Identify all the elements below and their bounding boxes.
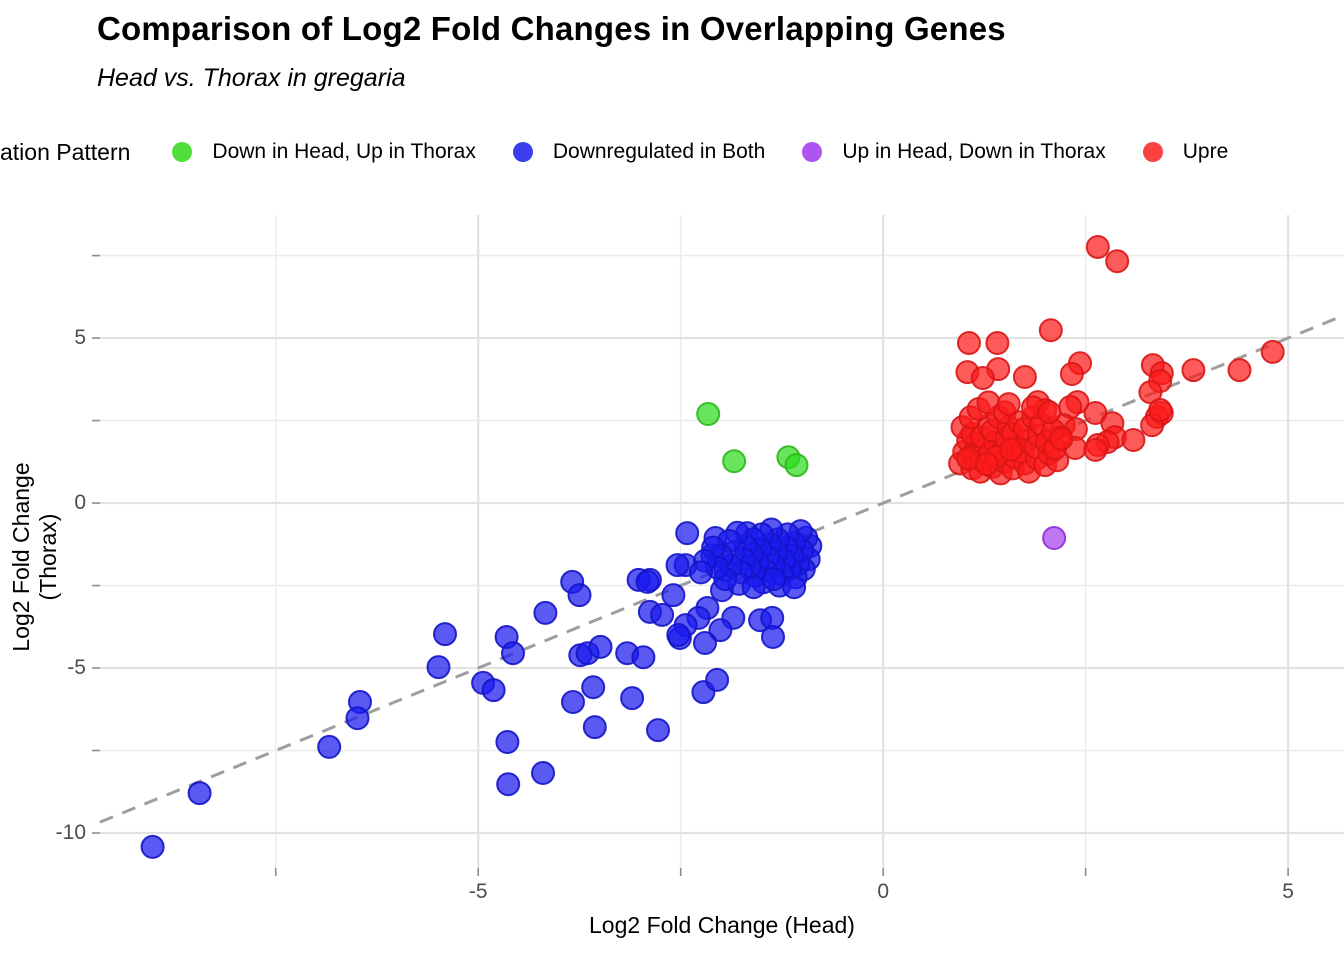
data-point bbox=[665, 553, 690, 578]
data-point bbox=[582, 715, 607, 740]
legend-dot-icon bbox=[1142, 142, 1163, 162]
data-point bbox=[1148, 398, 1173, 422]
legend-item-label: Up in Head, Down in Thorax bbox=[842, 140, 1106, 163]
data-point bbox=[1049, 426, 1074, 451]
legend: ation Pattern Down in Head, Up in Thorax… bbox=[0, 130, 1344, 174]
data-point bbox=[426, 655, 451, 680]
data-point bbox=[635, 569, 660, 594]
y-tick-label: 0 bbox=[74, 491, 86, 515]
legend-title: ation Pattern bbox=[0, 138, 131, 165]
legend-item-label: Downregulated in Both bbox=[552, 140, 766, 163]
legend-dot-icon bbox=[512, 142, 533, 162]
data-point bbox=[761, 625, 785, 649]
data-point bbox=[1042, 526, 1067, 550]
x-axis-title: Log2 Fold Change (Head) bbox=[589, 912, 855, 938]
y-tick-label: 5 bbox=[74, 326, 86, 350]
data-point bbox=[705, 667, 730, 692]
data-point bbox=[661, 583, 686, 608]
data-point bbox=[741, 575, 766, 600]
data-point bbox=[1038, 318, 1063, 343]
data-point bbox=[1012, 365, 1037, 389]
data-point bbox=[620, 686, 645, 711]
data-point bbox=[561, 690, 585, 714]
data-point bbox=[974, 452, 999, 477]
y-tick-label: -10 bbox=[55, 821, 86, 845]
chart-title: Comparison of Log2 Fold Changes in Overl… bbox=[97, 10, 1006, 47]
data-point bbox=[985, 331, 1010, 355]
data-point bbox=[722, 449, 747, 474]
x-tick-label: -5 bbox=[468, 880, 488, 903]
x-tick-label: 5 bbox=[1282, 880, 1294, 903]
legend-item-0: Down in Head, Up in Thorax bbox=[172, 140, 476, 164]
data-point bbox=[501, 641, 525, 666]
data-point bbox=[784, 453, 809, 478]
data-point bbox=[970, 366, 995, 390]
data-point bbox=[666, 623, 691, 647]
data-point bbox=[1085, 235, 1110, 259]
data-point bbox=[688, 560, 713, 585]
data-point bbox=[646, 718, 670, 743]
data-point bbox=[996, 392, 1021, 417]
data-point bbox=[1083, 437, 1108, 462]
data-point bbox=[631, 645, 656, 670]
data-point bbox=[999, 437, 1024, 462]
data-point bbox=[693, 631, 717, 655]
identity-line bbox=[99, 313, 1344, 824]
data-point bbox=[675, 521, 700, 546]
data-point bbox=[588, 634, 613, 659]
x-tick-label: 0 bbox=[877, 880, 889, 903]
chart-subtitle: Head vs. Thorax in gregaria bbox=[97, 64, 406, 92]
data-point bbox=[533, 600, 558, 625]
y-tick-label: -5 bbox=[67, 656, 86, 680]
data-point bbox=[761, 567, 786, 591]
data-point bbox=[782, 575, 807, 600]
data-point bbox=[531, 761, 555, 785]
legend-dot-icon bbox=[802, 142, 823, 162]
data-point bbox=[495, 730, 520, 754]
data-point bbox=[1105, 249, 1130, 274]
y-axis-title: Log2 Fold Change (Thorax) bbox=[8, 462, 61, 652]
data-point bbox=[696, 402, 721, 426]
legend-dot-icon bbox=[172, 142, 193, 162]
data-point bbox=[708, 618, 733, 643]
data-point bbox=[345, 706, 370, 731]
data-point bbox=[1121, 428, 1146, 452]
data-point bbox=[1059, 362, 1084, 386]
data-point bbox=[433, 622, 457, 647]
data-point bbox=[317, 734, 342, 759]
data-point bbox=[567, 583, 592, 608]
data-point bbox=[140, 834, 165, 859]
data-point bbox=[1037, 400, 1062, 425]
data-point bbox=[957, 331, 981, 355]
data-point bbox=[481, 678, 506, 703]
data-point bbox=[1181, 358, 1206, 383]
data-point bbox=[496, 772, 521, 797]
data-point bbox=[650, 602, 675, 627]
data-point bbox=[1227, 358, 1252, 383]
legend-item-label: Upre bbox=[1182, 140, 1229, 163]
data-point bbox=[581, 675, 606, 700]
legend-item-3: Upre bbox=[1142, 140, 1229, 164]
legend-item-2: Up in Head, Down in Thorax bbox=[802, 140, 1106, 164]
data-point bbox=[187, 781, 212, 806]
data-point bbox=[1260, 339, 1285, 364]
legend-item-1: Downregulated in Both bbox=[512, 140, 766, 164]
legend-item-label: Down in Head, Up in Thorax bbox=[212, 140, 476, 163]
